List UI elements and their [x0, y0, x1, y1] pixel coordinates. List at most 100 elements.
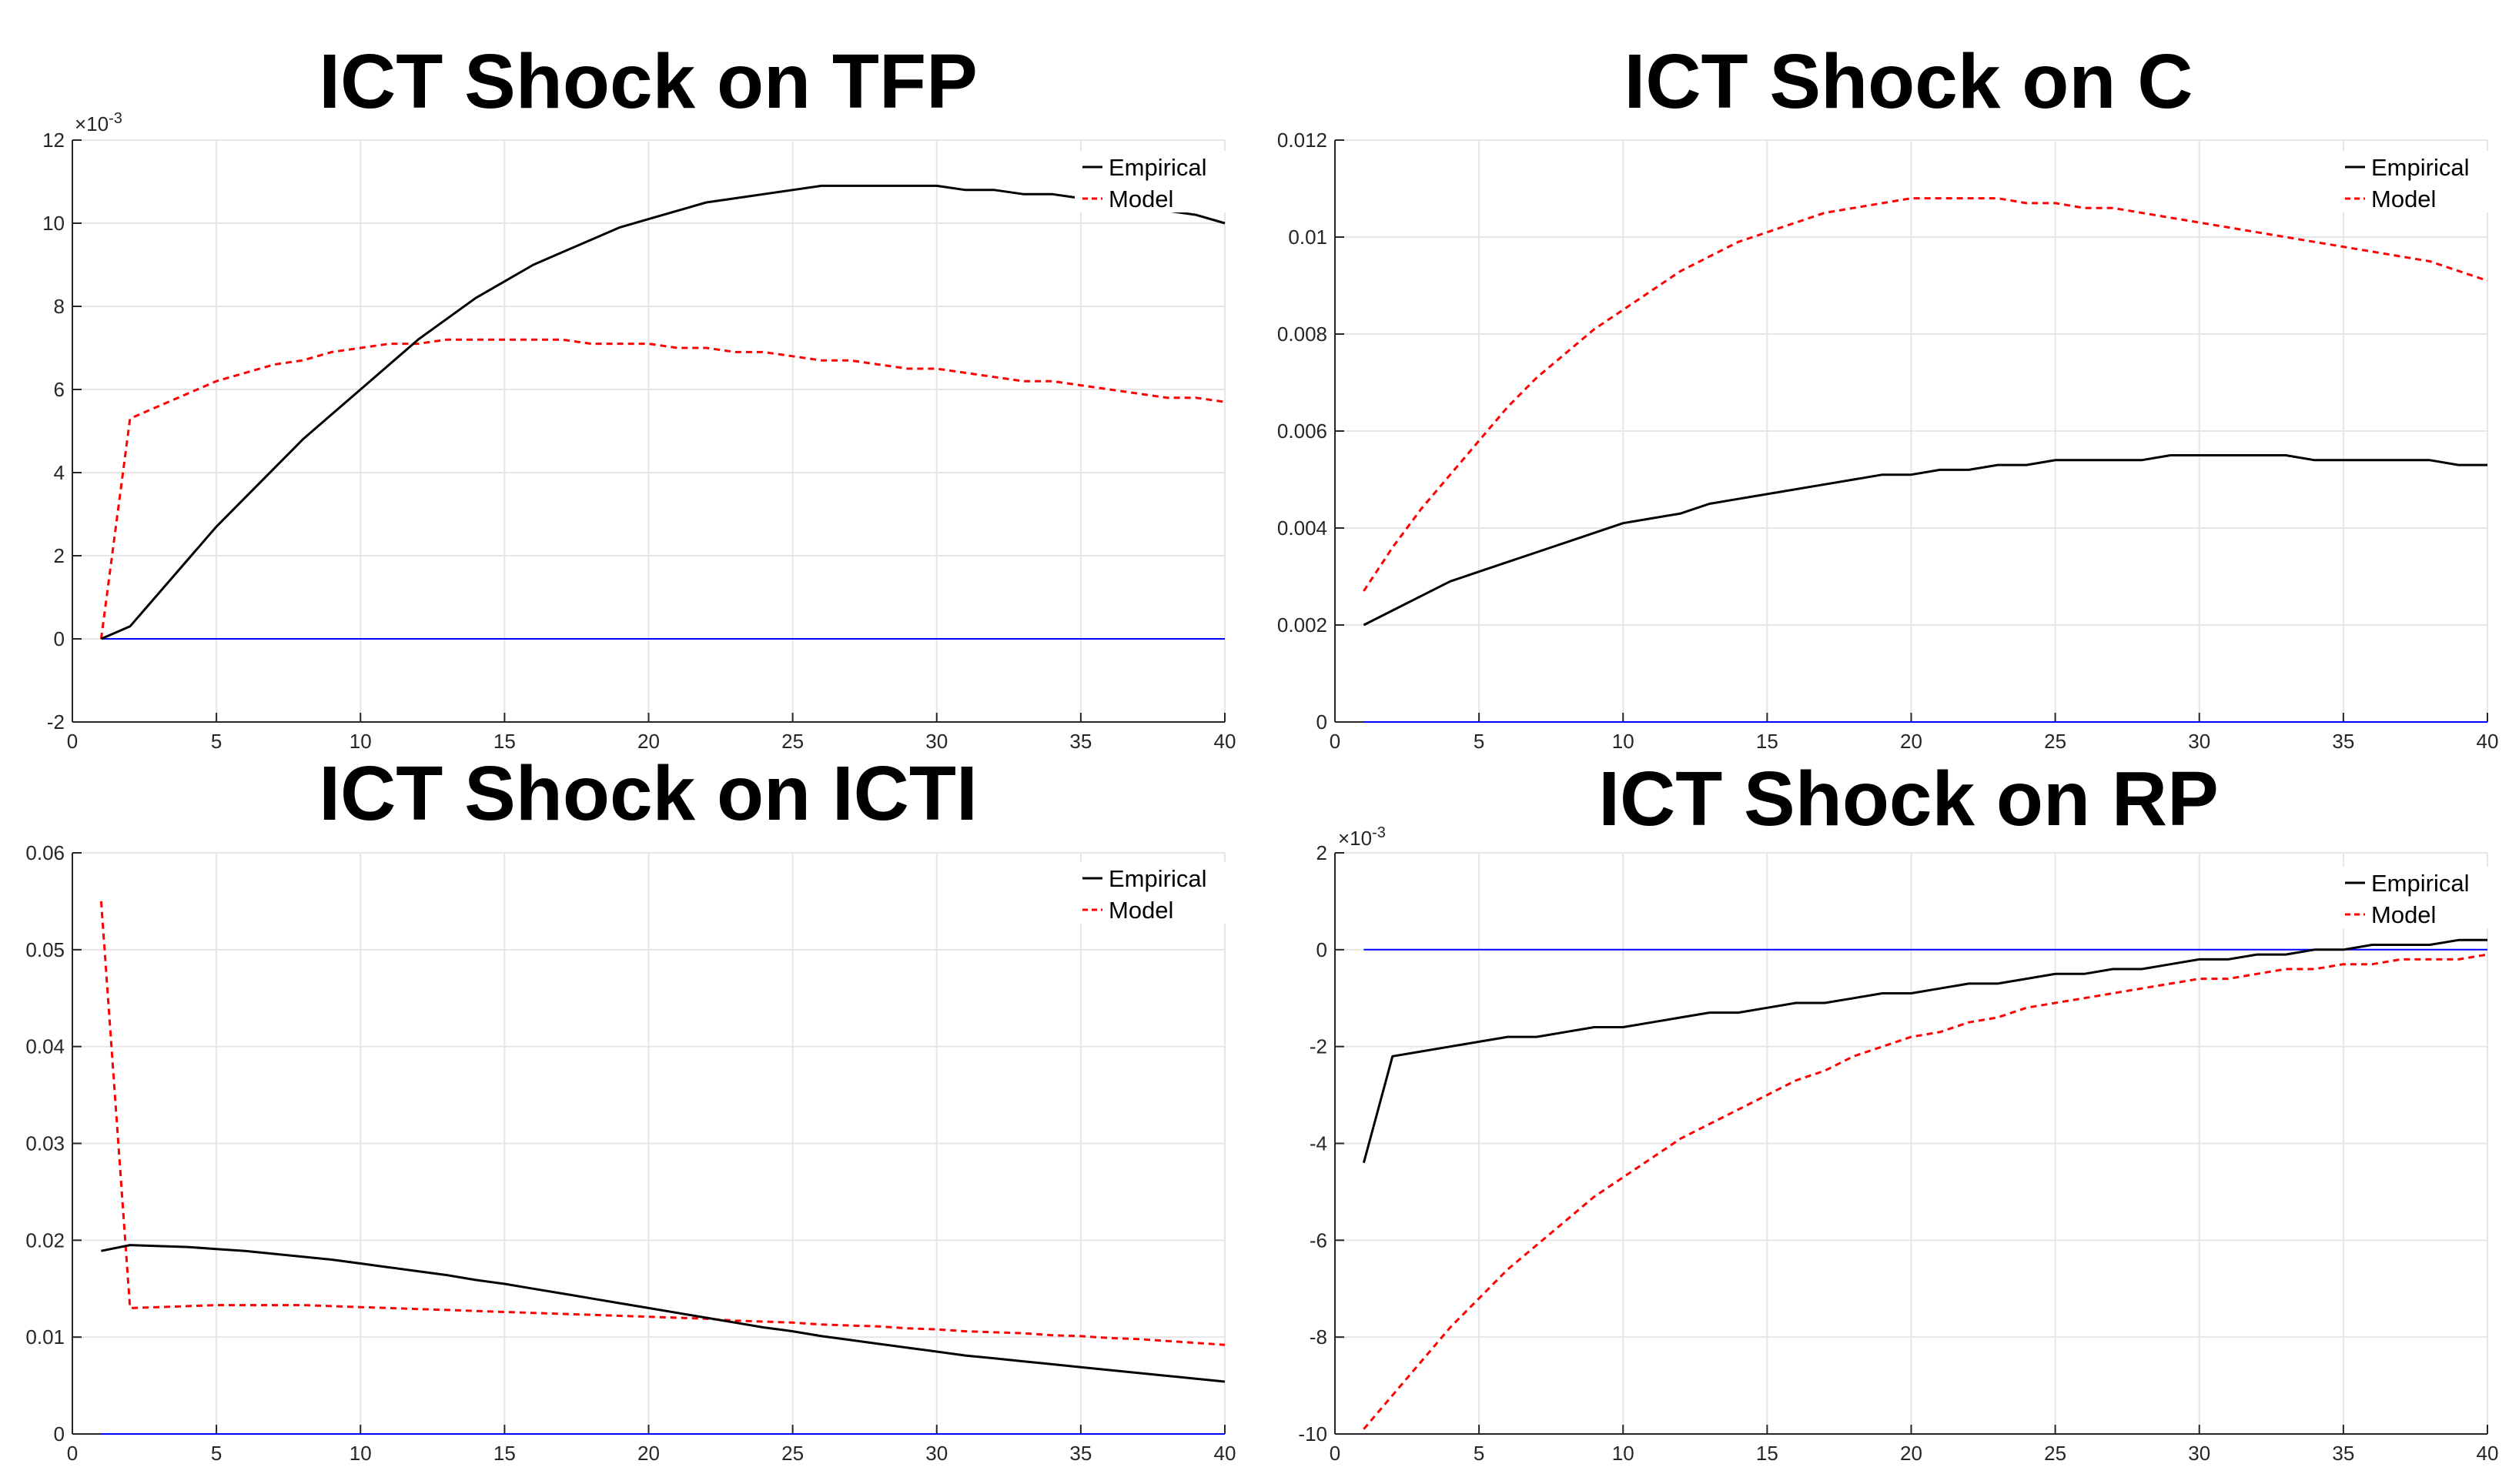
- legend-label-model: Model: [1109, 897, 1173, 924]
- x-tick-label: 5: [211, 1442, 222, 1465]
- legend-box: [2337, 867, 2490, 928]
- x-tick-label: 30: [925, 730, 948, 753]
- x-tick-label: 10: [350, 730, 372, 753]
- x-tick-label: 10: [1612, 1442, 1634, 1465]
- legend-label-empirical: Empirical: [1109, 865, 1206, 892]
- plot-area: 0 5 10 15 20 25 30 35 40 0 0.01 0.02 0.03 0.04 0.05 0.0…: [25, 841, 1236, 1465]
- x-tick-label: 40: [2477, 730, 2499, 753]
- y-tick-label: 0.03: [25, 1132, 65, 1155]
- legend-label-model: Model: [2371, 186, 2436, 212]
- x-tick-label: 25: [781, 730, 804, 753]
- series-line-model: [99, 901, 1226, 1346]
- x-tick-label: 20: [1900, 1442, 1922, 1465]
- plot-area: 0 5 10 15 20 25 30 35 40 -10 -8 -6 -4 -2 0 2: [1298, 841, 2498, 1465]
- panel-rp: ICT Shock on RP ×10-3 0 5 10 15 20 25 30 35 40-1…: [1298, 756, 2498, 1465]
- x-tick-label: 30: [2188, 730, 2210, 753]
- panel-title: ICT Shock on TFP: [319, 38, 978, 125]
- legend-box: [2337, 151, 2490, 212]
- legend-box: [1075, 862, 1227, 924]
- y-tick-label: 0.006: [1277, 419, 1327, 443]
- y-tick-label: 2: [1316, 841, 1327, 864]
- y-tick-label: 0.02: [25, 1228, 65, 1252]
- x-tick-label: 35: [1069, 1442, 1092, 1465]
- y-tick-label: -4: [1310, 1132, 1327, 1155]
- y-tick-label: 0.06: [25, 841, 65, 864]
- x-tick-label: 20: [637, 1442, 660, 1465]
- series-line-model: [1363, 953, 2488, 1430]
- legend-label-empirical: Empirical: [2371, 870, 2469, 897]
- x-tick-label: 5: [1474, 730, 1484, 753]
- panel-title: ICT Shock on ICTI: [319, 750, 978, 837]
- x-tick-label: 5: [1474, 1442, 1484, 1465]
- y-tick-label: 8: [54, 295, 65, 318]
- panel-icti: ICT Shock on ICTI 0 5 10 15 20 25 30 35 4000.010…: [25, 750, 1236, 1465]
- x-tick-label: 15: [1756, 1442, 1778, 1465]
- y-tick-label: 12: [42, 129, 65, 152]
- y-tick-label: -2: [47, 710, 65, 734]
- legend-label-empirical: Empirical: [2371, 154, 2469, 181]
- y-tick-label: 0: [1316, 710, 1327, 734]
- x-tick-label: 35: [1069, 730, 1092, 753]
- legend: Empirical Model: [2337, 151, 2490, 212]
- y-tick-label: -2: [1310, 1035, 1327, 1058]
- y-tick-label: -8: [1310, 1325, 1327, 1349]
- x-tick-label: 30: [2188, 1442, 2210, 1465]
- y-tick-label: 0.004: [1277, 516, 1327, 540]
- series-line-model: [99, 338, 1226, 640]
- y-tick-label: 2: [54, 544, 65, 567]
- x-tick-label: 25: [2044, 1442, 2066, 1465]
- y-tick-label: 0.04: [25, 1035, 65, 1058]
- x-tick-label: 0: [1330, 1442, 1340, 1465]
- y-tick-label: 0: [1316, 938, 1327, 961]
- x-tick-label: 25: [2044, 730, 2066, 753]
- series-line-empirical: [100, 184, 1226, 640]
- legend: Empirical Model: [1075, 862, 1227, 924]
- y-tick-label: 0.05: [25, 938, 65, 961]
- y-tick-label: -6: [1310, 1228, 1327, 1252]
- x-tick-label: 5: [211, 730, 222, 753]
- y-tick-label: 0.008: [1277, 323, 1327, 346]
- x-tick-label: 0: [67, 730, 78, 753]
- x-tick-label: 35: [2332, 730, 2354, 753]
- series-line-empirical: [101, 1244, 1226, 1383]
- series-line-empirical: [1363, 454, 2487, 627]
- y-tick-label: 10: [42, 212, 65, 235]
- legend: Empirical Model: [1075, 151, 1227, 212]
- panel-title: ICT Shock on C: [1624, 38, 2193, 125]
- panel-title: ICT Shock on RP: [1598, 756, 2219, 842]
- x-tick-label: 25: [781, 1442, 804, 1465]
- y-tick-label: 0: [54, 1422, 65, 1446]
- x-tick-label: 40: [1214, 730, 1236, 753]
- legend-label-model: Model: [1109, 186, 1173, 212]
- panel-tfp: ICT Shock on TFP ×10-3 0 5 10 15 20 25 30 35 40-…: [42, 38, 1236, 753]
- x-tick-label: 0: [67, 1442, 78, 1465]
- x-tick-label: 35: [2332, 1442, 2354, 1465]
- y-exponent-label: ×10-3: [1338, 824, 1386, 850]
- legend-label-empirical: Empirical: [1109, 154, 1206, 181]
- legend: Empirical Model: [2337, 867, 2490, 928]
- series-line-empirical: [1362, 938, 2487, 1164]
- x-tick-label: 40: [2477, 1442, 2499, 1465]
- legend-label-model: Model: [2371, 901, 2436, 928]
- x-tick-label: 30: [925, 1442, 948, 1465]
- x-tick-label: 0: [1330, 730, 1340, 753]
- x-tick-label: 15: [1756, 730, 1778, 753]
- y-tick-label: 0: [54, 627, 65, 650]
- x-tick-label: 15: [493, 1442, 516, 1465]
- x-tick-label: 20: [637, 730, 660, 753]
- x-tick-label: 40: [1214, 1442, 1236, 1465]
- y-tick-label: 4: [54, 461, 65, 484]
- y-tick-label: 0.01: [25, 1325, 65, 1349]
- x-tick-label: 15: [493, 730, 516, 753]
- series-line-model: [1363, 197, 2488, 592]
- x-tick-label: 20: [1900, 730, 1922, 753]
- x-tick-label: 10: [350, 1442, 372, 1465]
- y-tick-label: 6: [54, 378, 65, 401]
- y-tick-label: 0.012: [1277, 129, 1327, 152]
- legend-box: [1075, 151, 1227, 212]
- plot-area: 0 5 10 15 20 25 30 35 40 0 0.002 0.004 0.006 0.008 0.0…: [1277, 129, 2499, 753]
- y-tick-label: 0.002: [1277, 613, 1327, 637]
- y-tick-label: 0.01: [1288, 226, 1327, 249]
